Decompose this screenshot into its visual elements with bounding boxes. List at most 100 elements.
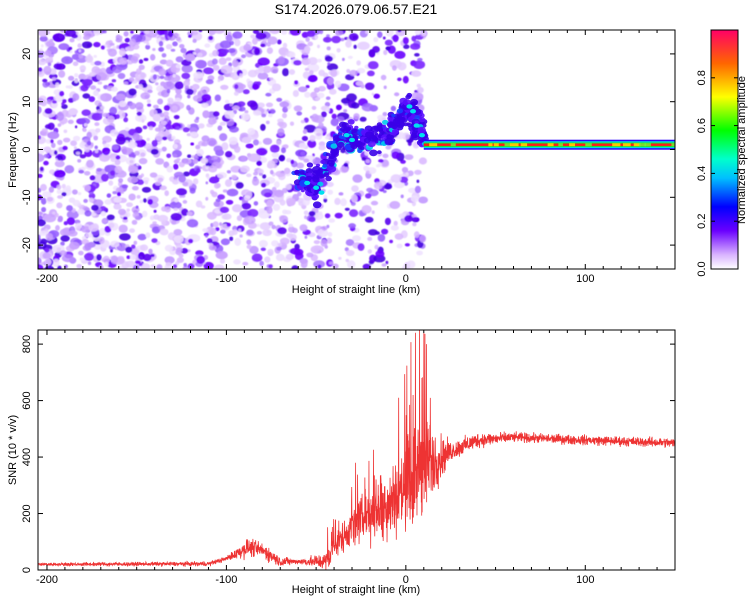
spectral-speckle: [383, 183, 393, 190]
spectral-speckle: [220, 238, 230, 246]
spectral-speckle: [237, 101, 246, 107]
spectral-speckle: [144, 180, 149, 185]
spectral-speckle: [47, 131, 60, 140]
spectral-speckle: [172, 41, 178, 47]
spectral-speckle: [238, 155, 248, 162]
spectral-speckle: [352, 235, 361, 242]
snr-x-tick-label: 0: [403, 574, 409, 586]
spectral-speckle: [253, 171, 259, 176]
spectral-speckle: [138, 252, 145, 261]
spectral-speckle: [67, 85, 73, 89]
spectral-speckle: [309, 134, 316, 142]
spectral-speckle: [392, 65, 397, 71]
spectral-speckle: [99, 113, 103, 117]
spectral-speckle: [86, 140, 92, 146]
spectral-speckle: [275, 253, 285, 261]
spectral-speckle: [74, 73, 79, 78]
spectral-speckle: [236, 215, 243, 222]
spectral-speckle: [205, 234, 208, 238]
spectral-speckle: [68, 197, 76, 203]
spectral-speckle: [74, 78, 79, 83]
spectral-speckle: [347, 260, 356, 269]
spectral-speckle: [38, 257, 42, 265]
spectral-speckle: [212, 64, 220, 71]
spectral-speckle: [373, 181, 383, 190]
spectral-speckle: [408, 187, 417, 194]
spectral-speckle: [238, 106, 246, 112]
spectral-speckle: [77, 192, 82, 196]
spectral-speckle: [79, 65, 87, 72]
spectral-speckle: [128, 165, 139, 174]
spectral-speckle: [382, 112, 388, 117]
dispersion-hotspot: [304, 180, 311, 186]
spectral-speckle: [225, 57, 232, 61]
spectral-speckle: [295, 149, 307, 157]
spectral-speckle: [59, 90, 65, 97]
spectral-speckle: [315, 97, 320, 101]
spectral-speckle: [347, 55, 353, 60]
spectral-speckle: [173, 264, 177, 269]
spectral-speckle: [118, 100, 127, 108]
spectral-speckle: [258, 240, 268, 248]
spectral-speckle: [38, 230, 48, 236]
spectral-speckle: [259, 222, 271, 231]
spectral-speckle: [214, 209, 222, 214]
spectral-speckle: [69, 241, 80, 250]
dispersion-track-point: [376, 150, 382, 155]
spectral-speckle: [185, 53, 196, 62]
spectral-speckle: [411, 70, 422, 77]
spectral-speckle: [195, 116, 200, 120]
snr-y-tick-label: 200: [21, 504, 33, 522]
spectral-speckle: [134, 150, 140, 156]
spectral-speckle: [327, 77, 334, 86]
carrier-line-variation: [558, 143, 563, 147]
spectral-speckle: [163, 75, 172, 81]
spectral-speckle: [363, 165, 370, 171]
spectral-speckle: [147, 121, 157, 128]
spectral-speckle: [267, 248, 274, 256]
spectral-speckle: [368, 229, 378, 236]
spectral-speckle: [42, 191, 52, 198]
spectral-speckle: [130, 56, 139, 64]
spectral-speckle: [182, 181, 189, 187]
spectral-speckle: [188, 238, 194, 244]
spectral-speckle: [163, 105, 171, 111]
dispersion-track-point: [391, 123, 398, 130]
spectral-speckle: [175, 126, 180, 130]
spectral-speckle: [44, 50, 52, 56]
spectral-speckle: [133, 240, 138, 245]
spectral-speckle: [318, 144, 326, 151]
spectral-speckle: [181, 64, 193, 73]
spectral-speckle: [261, 72, 264, 76]
spectral-speckle: [43, 160, 49, 166]
spectral-speckle: [270, 169, 274, 175]
spectral-speckle: [270, 144, 280, 153]
spectral-speckle: [226, 222, 231, 227]
spectrogram-x-axis-label: Height of straight line (km): [292, 284, 420, 296]
spectral-speckle: [146, 99, 151, 104]
spectral-speckle: [364, 82, 375, 91]
spectral-speckle: [405, 172, 409, 177]
spectral-speckle: [166, 165, 174, 173]
carrier-line-variation: [493, 143, 499, 147]
spectral-speckle: [232, 59, 239, 68]
dispersion-track-point: [391, 113, 396, 118]
spectral-speckle: [79, 117, 91, 125]
snr-axes: -200 -100 0 100 0 200 400 600 800: [21, 330, 676, 586]
spectral-speckle: [138, 84, 144, 90]
spectral-speckle: [260, 43, 266, 48]
spectral-speckle: [88, 197, 94, 203]
spectral-speckle: [202, 110, 210, 119]
spectral-speckle: [119, 35, 123, 40]
dispersion-track-point: [393, 118, 399, 123]
spectral-speckle: [269, 109, 276, 114]
spectral-speckle: [97, 81, 103, 85]
spectral-speckle: [88, 53, 91, 57]
spectral-speckle: [282, 106, 288, 113]
spectral-speckle: [46, 99, 52, 105]
spectral-speckle: [251, 83, 259, 90]
carrier-line-variation: [569, 143, 576, 147]
spectral-speckle: [256, 223, 260, 227]
spectral-speckle: [240, 113, 251, 121]
